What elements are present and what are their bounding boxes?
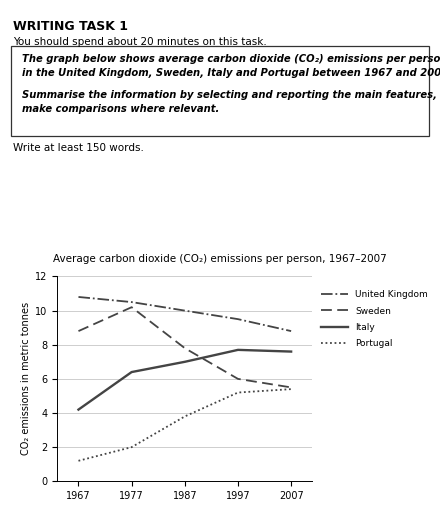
Text: Average carbon dioxide (CO₂) emissions per person, 1967–2007: Average carbon dioxide (CO₂) emissions p… (53, 253, 387, 264)
Text: The graph below shows average carbon dioxide (CO₂) emissions per person: The graph below shows average carbon dio… (22, 54, 440, 64)
Legend: United Kingdom, Sweden, Italy, Portugal: United Kingdom, Sweden, Italy, Portugal (318, 287, 432, 352)
Text: You should spend about 20 minutes on this task.: You should spend about 20 minutes on thi… (13, 37, 267, 47)
Text: Summarise the information by selecting and reporting the main features, and: Summarise the information by selecting a… (22, 90, 440, 100)
Y-axis label: CO₂ emissions in metric tonnes: CO₂ emissions in metric tonnes (21, 302, 31, 456)
Text: Write at least 150 words.: Write at least 150 words. (13, 143, 144, 154)
Text: in the United Kingdom, Sweden, Italy and Portugal between 1967 and 2007.: in the United Kingdom, Sweden, Italy and… (22, 68, 440, 78)
Text: WRITING TASK 1: WRITING TASK 1 (13, 20, 128, 33)
Text: make comparisons where relevant.: make comparisons where relevant. (22, 104, 219, 114)
